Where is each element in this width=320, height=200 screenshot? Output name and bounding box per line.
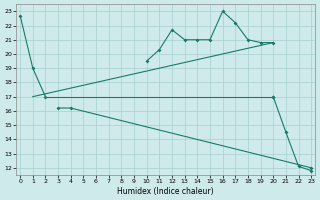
X-axis label: Humidex (Indice chaleur): Humidex (Indice chaleur) (117, 187, 214, 196)
